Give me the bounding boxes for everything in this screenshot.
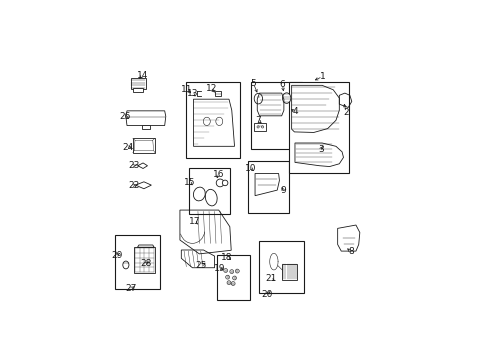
Bar (189, 168, 230, 214)
Text: 18: 18 (221, 253, 232, 262)
Text: 22: 22 (128, 181, 139, 190)
Bar (254, 123, 266, 131)
Circle shape (225, 275, 229, 279)
Circle shape (232, 276, 236, 280)
Circle shape (231, 282, 235, 285)
Bar (217, 255, 249, 300)
Bar (250, 82, 301, 149)
Bar (282, 264, 297, 280)
Bar (289, 82, 348, 174)
Text: 5: 5 (250, 79, 256, 88)
Circle shape (222, 180, 227, 186)
Text: 11: 11 (181, 85, 192, 94)
Bar (215, 91, 221, 96)
Text: 1: 1 (319, 72, 325, 81)
Text: 8: 8 (347, 247, 353, 256)
Circle shape (257, 126, 259, 128)
Circle shape (224, 269, 227, 273)
Text: 15: 15 (183, 178, 195, 187)
Text: 24: 24 (122, 143, 133, 152)
Text: 28: 28 (140, 259, 151, 268)
Text: 10: 10 (245, 164, 256, 173)
Text: 26: 26 (120, 112, 131, 121)
Text: 2: 2 (343, 108, 348, 117)
Circle shape (229, 270, 233, 274)
Ellipse shape (215, 117, 223, 126)
Ellipse shape (122, 261, 129, 269)
Text: 17: 17 (189, 217, 201, 226)
Ellipse shape (203, 117, 210, 126)
Text: 7: 7 (255, 116, 261, 125)
Ellipse shape (205, 189, 217, 206)
Text: 27: 27 (125, 284, 136, 293)
Text: 9: 9 (280, 186, 285, 195)
Circle shape (235, 269, 239, 273)
Bar (142, 125, 150, 129)
Ellipse shape (282, 93, 290, 103)
Circle shape (216, 179, 224, 187)
Text: 23: 23 (128, 161, 139, 170)
Ellipse shape (254, 93, 262, 104)
Bar (247, 161, 288, 213)
Text: 12: 12 (205, 85, 217, 94)
Text: 16: 16 (213, 170, 224, 179)
Text: 4: 4 (292, 107, 298, 116)
Bar (130, 78, 146, 89)
Bar (115, 235, 160, 288)
Text: 29: 29 (111, 251, 122, 260)
Text: 3: 3 (317, 145, 323, 154)
Text: 6: 6 (279, 80, 285, 89)
Text: 13: 13 (186, 89, 198, 98)
Circle shape (261, 126, 263, 128)
Ellipse shape (193, 187, 205, 201)
Text: 19: 19 (214, 264, 225, 273)
Circle shape (226, 281, 230, 285)
Bar (186, 82, 240, 158)
Text: 21: 21 (264, 274, 276, 283)
Text: 25: 25 (195, 261, 206, 270)
Text: 20: 20 (261, 289, 272, 298)
Bar (259, 241, 303, 293)
Bar (133, 89, 143, 92)
Text: 14: 14 (137, 71, 148, 80)
